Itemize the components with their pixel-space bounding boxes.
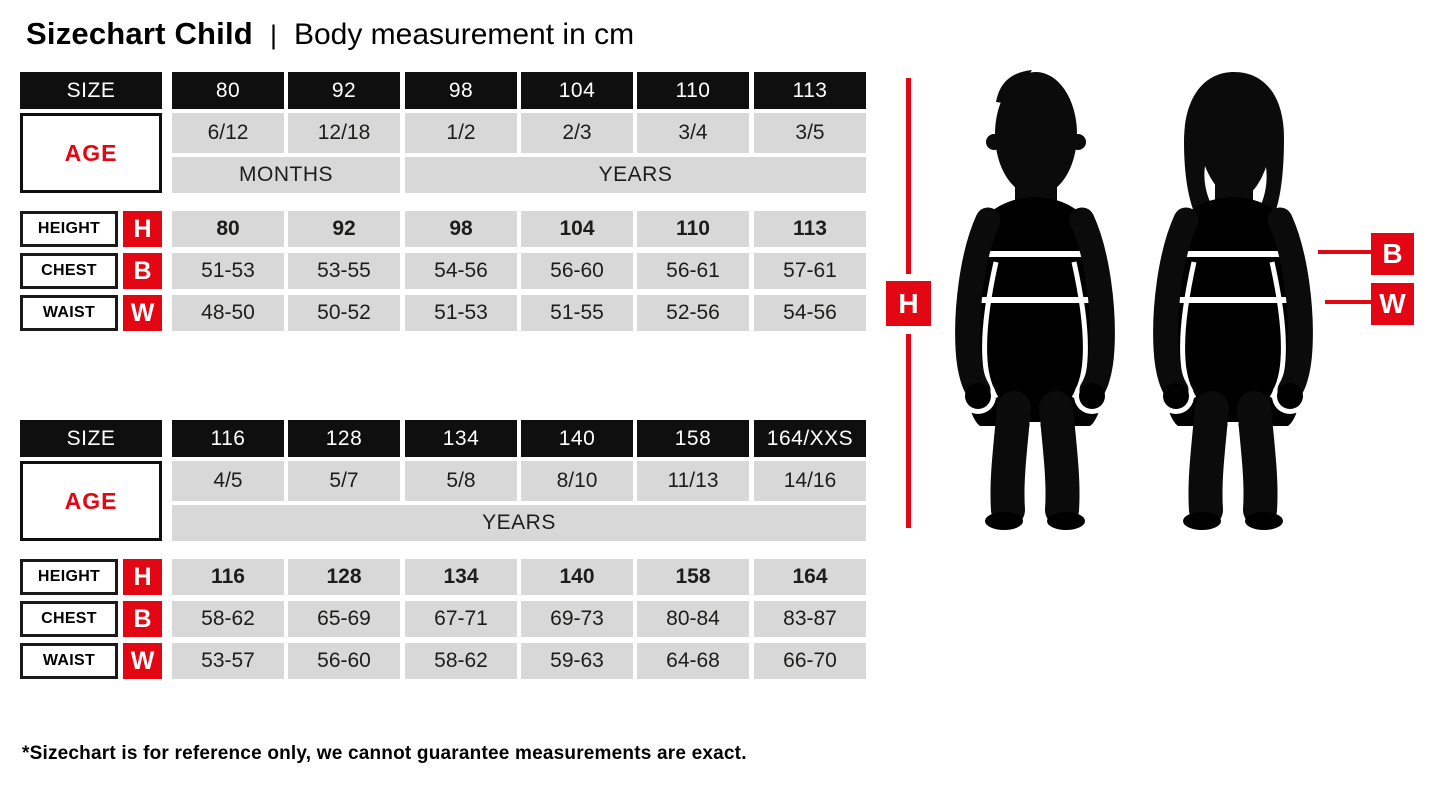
page-subtitle: Body measurement in cm <box>293 18 635 51</box>
measure-value-cell: 54-56 <box>405 253 517 289</box>
measure-value-cell: 64-68 <box>637 643 749 679</box>
height-line-top <box>906 78 911 274</box>
measure-label-box: HEIGHT <box>20 211 118 247</box>
measure-value-cell: 50-52 <box>288 295 400 331</box>
measure-value-cell: 48-50 <box>172 295 284 331</box>
measure-value-cell: 110 <box>637 211 749 247</box>
size-cell: 113 <box>754 72 866 109</box>
age-cell: 6/12 <box>172 113 284 153</box>
measure-value-cell: 57-61 <box>754 253 866 289</box>
measure-value-cell: 113 <box>754 211 866 247</box>
measure-key-badge: H <box>123 559 162 595</box>
age-cell: 8/10 <box>521 461 633 501</box>
measure-value-cell: 54-56 <box>754 295 866 331</box>
size-cell: 140 <box>521 420 633 457</box>
measure-label-box: CHEST <box>20 601 118 637</box>
size-header-cell: SIZE <box>20 420 162 457</box>
measure-key-badge: B <box>123 253 162 289</box>
size-cell: 164/XXS <box>754 420 866 457</box>
measure-value-cell: 98 <box>405 211 517 247</box>
measure-value-cell: 51-53 <box>172 253 284 289</box>
age-cell: 1/2 <box>405 113 517 153</box>
measure-value-cell: 83-87 <box>754 601 866 637</box>
measure-value-cell: 53-57 <box>172 643 284 679</box>
size-table-large-sizes: SIZE 116 128 134 140 158 164/XXS AGE 4/5 5/7 5/8 8/… <box>20 420 866 679</box>
waist-marker-line <box>1325 300 1373 304</box>
measure-value-cell: 128 <box>288 559 400 595</box>
chest-marker-badge: B <box>1371 233 1414 275</box>
girl-silhouette <box>1150 72 1316 532</box>
measure-label-box: WAIST <box>20 643 118 679</box>
measure-value-cell: 116 <box>172 559 284 595</box>
measure-value-cell: 56-60 <box>521 253 633 289</box>
measure-value-cell: 69-73 <box>521 601 633 637</box>
boy-head <box>986 70 1086 206</box>
measure-key-badge: B <box>123 601 162 637</box>
measure-label-box: CHEST <box>20 253 118 289</box>
boy-silhouette <box>952 70 1118 532</box>
measure-value-cell: 158 <box>637 559 749 595</box>
measure-value-cell: 80-84 <box>637 601 749 637</box>
age-cell: 11/13 <box>637 461 749 501</box>
measure-value-cell: 58-62 <box>405 643 517 679</box>
measure-value-cell: 51-53 <box>405 295 517 331</box>
age-unit-cell: YEARS <box>405 157 866 193</box>
measure-key-badge: W <box>123 295 162 331</box>
measure-value-cell: 80 <box>172 211 284 247</box>
chest-marker-line <box>1318 250 1373 254</box>
measure-label-box: HEIGHT <box>20 559 118 595</box>
measure-value-cell: 56-60 <box>288 643 400 679</box>
age-unit-cell: YEARS <box>172 505 866 541</box>
measure-value-cell: 67-71 <box>405 601 517 637</box>
title-separator: | <box>269 20 277 50</box>
age-cell: 3/5 <box>754 113 866 153</box>
size-cell: 110 <box>637 72 749 109</box>
size-table-small-sizes: SIZE 80 92 98 104 110 113 AGE 6/12 12/18 1/2 2/3 3/4… <box>20 72 866 331</box>
age-cell: 4/5 <box>172 461 284 501</box>
measure-value-cell: 65-69 <box>288 601 400 637</box>
age-label-box: AGE <box>20 113 162 193</box>
age-cell: 5/7 <box>288 461 400 501</box>
age-cell: 12/18 <box>288 113 400 153</box>
height-marker-badge: H <box>886 281 931 326</box>
measure-value-cell: 53-55 <box>288 253 400 289</box>
measure-value-cell: 104 <box>521 211 633 247</box>
size-cell: 134 <box>405 420 517 457</box>
size-cell: 116 <box>172 420 284 457</box>
size-header-cell: SIZE <box>20 72 162 109</box>
size-cell: 92 <box>288 72 400 109</box>
measure-key-badge: W <box>123 643 162 679</box>
measure-value-cell: 134 <box>405 559 517 595</box>
age-cell: 14/16 <box>754 461 866 501</box>
size-cell: 80 <box>172 72 284 109</box>
page-title: Sizechart Child <box>26 16 253 51</box>
measure-value-cell: 59-63 <box>521 643 633 679</box>
measure-value-cell: 51-55 <box>521 295 633 331</box>
measure-value-cell: 164 <box>754 559 866 595</box>
size-cell: 128 <box>288 420 400 457</box>
measure-value-cell: 58-62 <box>172 601 284 637</box>
age-cell: 2/3 <box>521 113 633 153</box>
age-label-box: AGE <box>20 461 162 541</box>
size-cell: 158 <box>637 420 749 457</box>
height-line-bottom <box>906 334 911 528</box>
size-cell: 98 <box>405 72 517 109</box>
measure-value-cell: 140 <box>521 559 633 595</box>
size-cell: 104 <box>521 72 633 109</box>
page-header: Sizechart Child | Body measurement in cm <box>26 16 634 52</box>
measure-value-cell: 66-70 <box>754 643 866 679</box>
footnote: *Sizechart is for reference only, we can… <box>22 743 747 764</box>
age-cell: 5/8 <box>405 461 517 501</box>
waist-marker-badge: W <box>1371 283 1414 325</box>
age-unit-cell: MONTHS <box>172 157 400 193</box>
measure-value-cell: 56-61 <box>637 253 749 289</box>
measure-value-cell: 92 <box>288 211 400 247</box>
age-cell: 3/4 <box>637 113 749 153</box>
measure-value-cell: 52-56 <box>637 295 749 331</box>
measure-label-box: WAIST <box>20 295 118 331</box>
measure-key-badge: H <box>123 211 162 247</box>
